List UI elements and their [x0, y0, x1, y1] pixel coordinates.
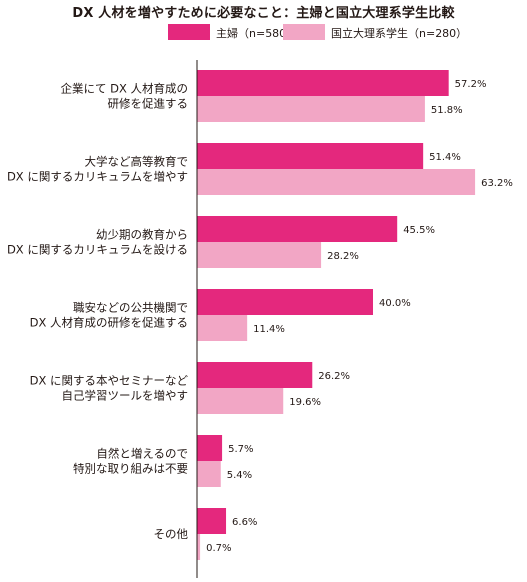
- bar-s2-cat3: [197, 242, 322, 268]
- category-label-7-line-1: その他: [154, 527, 189, 541]
- value-label-s1-cat7: 6.6%: [232, 517, 257, 528]
- bar-s2-cat6: [197, 461, 221, 487]
- category-label-5-line-1: DX に関する本やセミナーなど: [30, 374, 189, 388]
- value-label-s1-cat6: 5.7%: [228, 444, 253, 455]
- legend-swatch-housewives: [168, 24, 210, 40]
- category-label-4-line-1: 職安などの公共機関で: [73, 301, 188, 315]
- bar-s2-cat4: [197, 315, 248, 341]
- bar-s2-cat5: [197, 388, 284, 414]
- value-label-s2-cat3: 28.2%: [327, 251, 359, 262]
- category-label-3-line-2: DX に関するカリキュラムを設ける: [7, 243, 188, 257]
- value-label-s1-cat3: 45.5%: [403, 225, 435, 236]
- category-label-1-line-2: 研修を促進する: [108, 97, 189, 111]
- category-label-6-line-2: 特別な取り組みは不要: [73, 462, 188, 476]
- bar-s1-cat2: [197, 143, 424, 169]
- value-label-s1-cat2: 51.4%: [429, 152, 461, 163]
- value-label-s2-cat7: 0.7%: [206, 543, 231, 554]
- value-label-s1-cat1: 57.2%: [455, 79, 487, 90]
- bar-s2-cat2: [197, 169, 476, 195]
- bar-s1-cat1: [197, 70, 449, 96]
- legend-label-students: 国立大理系学生（n=280）: [331, 27, 468, 40]
- category-label-2-line-1: 大学など高等教育で: [85, 155, 189, 169]
- value-label-s2-cat6: 5.4%: [227, 470, 252, 481]
- bar-s1-cat3: [197, 216, 398, 242]
- value-label-s2-cat1: 51.8%: [431, 105, 463, 116]
- category-label-3-line-1: 幼少期の教育から: [96, 228, 188, 242]
- category-label-2-line-2: DX に関するカリキュラムを増やす: [7, 170, 188, 184]
- category-label-4-line-2: DX 人材育成の研修を促進する: [30, 316, 188, 330]
- bar-s1-cat5: [197, 362, 313, 388]
- value-label-s1-cat4: 40.0%: [379, 298, 411, 309]
- category-label-1-line-1: 企業にて DX 人材育成の: [60, 82, 188, 96]
- value-label-s2-cat2: 63.2%: [481, 178, 513, 189]
- bar-s1-cat4: [197, 289, 373, 315]
- legend: 主婦（n=580） 国立大理系学生（n=280）: [0, 24, 527, 40]
- bar-s2-cat1: [197, 96, 425, 122]
- bar-s1-cat6: [197, 435, 223, 461]
- bar-s1-cat7: [197, 508, 227, 534]
- category-label-5-line-2: 自己学習ツールを増やす: [62, 389, 189, 403]
- legend-swatch-students: [283, 24, 325, 40]
- legend-label-housewives: 主婦（n=580）: [216, 27, 298, 40]
- category-label-6-line-1: 自然と増えるので: [96, 447, 188, 461]
- value-label-s2-cat4: 11.4%: [253, 324, 285, 335]
- chart-title: DX 人材を増やすために必要なこと：主婦と国立大理系学生比較: [72, 6, 455, 21]
- value-label-s1-cat5: 26.2%: [318, 371, 350, 382]
- value-label-s2-cat5: 19.6%: [289, 397, 321, 408]
- bar-s2-cat7: [197, 534, 201, 560]
